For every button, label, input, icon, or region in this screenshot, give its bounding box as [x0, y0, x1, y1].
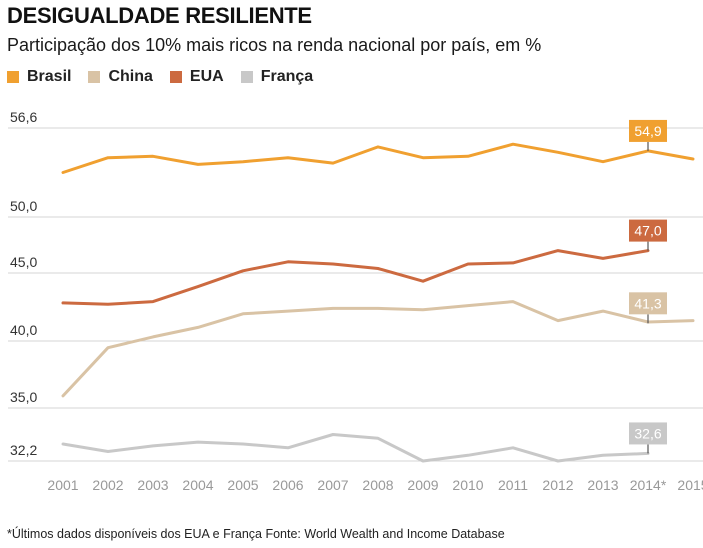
x-tick-label: 2008 — [362, 477, 393, 493]
legend-swatch-eua — [169, 71, 182, 83]
y-tick-label: 50,0 — [10, 198, 37, 214]
callout-label-china: 41,3 — [634, 295, 661, 311]
chart-subtitle: Participação dos 10% mais ricos na renda… — [7, 35, 542, 55]
callout-box-eua — [629, 219, 667, 242]
chart-title: DESIGUALDADE RESILIENTE — [7, 3, 312, 28]
y-tick-label: 40,0 — [10, 322, 37, 338]
legend: Brasil China EUA França — [7, 67, 330, 87]
legend-label-eua: EUA — [189, 68, 224, 85]
legend-item-franca: França — [240, 68, 314, 86]
footnote: *Últimos dados disponíveis dos EUA e Fra… — [7, 527, 505, 541]
x-tick-label: 2006 — [272, 477, 303, 493]
x-tick-label: 2007 — [317, 477, 348, 493]
x-tick-label: 2013 — [587, 477, 618, 493]
legend-swatch-franca — [240, 71, 253, 83]
legend-label-brasil: Brasil — [27, 68, 72, 85]
callout-box-brasil — [629, 119, 667, 142]
y-tick-label: 56,6 — [10, 109, 37, 125]
legend-swatch-china — [88, 71, 101, 83]
x-tick-label: 2001 — [47, 477, 78, 493]
y-tick-label: 45,0 — [10, 254, 37, 270]
legend-item-brasil: Brasil — [7, 68, 71, 86]
x-tick-label: 2011 — [498, 477, 528, 493]
legend-label-china: China — [108, 68, 153, 85]
legend-label-franca: França — [260, 68, 314, 85]
legend-swatch-brasil — [7, 71, 19, 83]
callout-label-brasil: 54,9 — [634, 123, 661, 139]
series-line-china — [61, 300, 695, 398]
series-line-franca — [61, 433, 650, 463]
x-tick-label: 2009 — [407, 477, 438, 493]
series-line-brasil — [61, 142, 695, 174]
x-tick-label: 2012 — [542, 477, 573, 493]
callout-box-china — [629, 292, 667, 315]
legend-item-china: China — [88, 68, 153, 86]
callout-label-franca: 32,6 — [634, 425, 661, 441]
x-tick-label: 2002 — [92, 477, 123, 493]
y-tick-label: 32,2 — [10, 442, 37, 458]
callout-label-eua: 47,0 — [634, 223, 661, 239]
x-tick-label: 2003 — [137, 477, 168, 493]
x-tick-label: 2004 — [182, 477, 213, 493]
x-tick-label: 2005 — [227, 477, 258, 493]
x-tick-label: 2010 — [452, 477, 483, 493]
legend-item-eua: EUA — [169, 68, 224, 86]
y-tick-label: 35,0 — [10, 389, 37, 405]
x-tick-label: 2014* — [630, 477, 667, 493]
callout-box-franca — [629, 422, 667, 445]
series-line-eua — [61, 249, 650, 306]
